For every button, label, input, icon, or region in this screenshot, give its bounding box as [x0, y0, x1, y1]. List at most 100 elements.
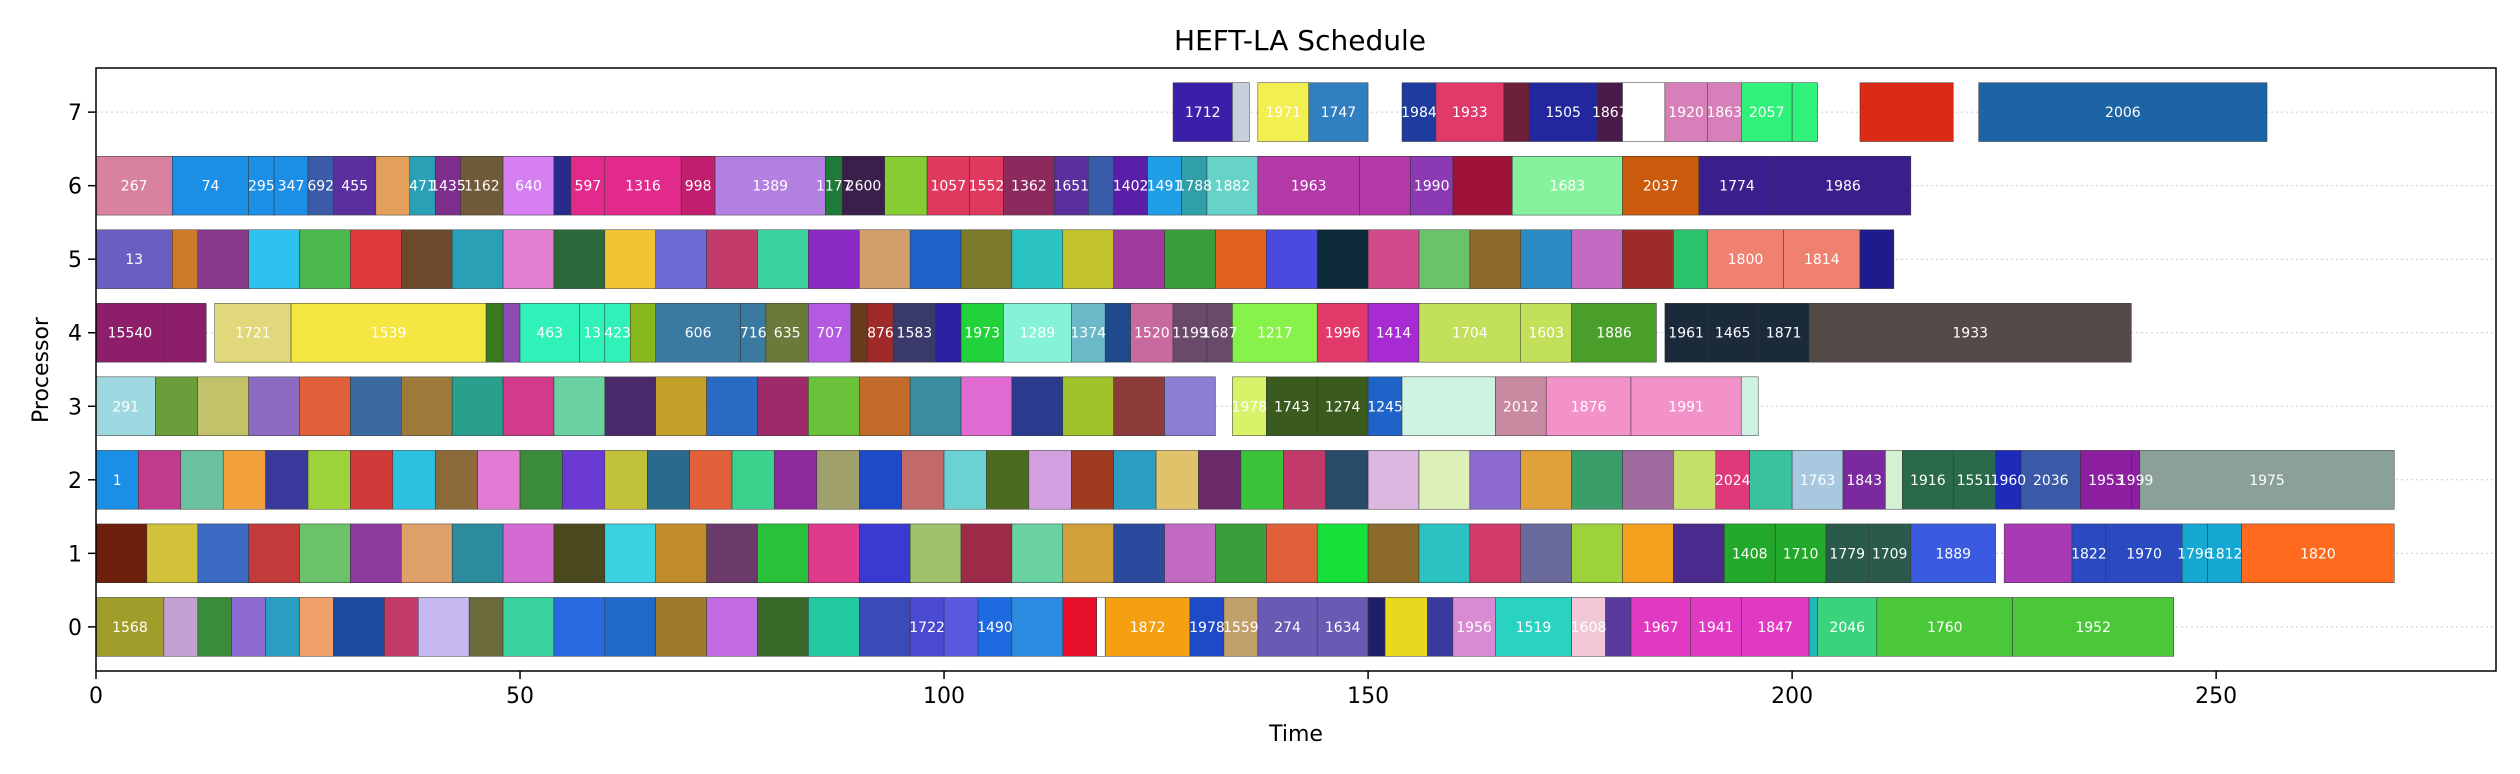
task-bar-p6-12	[570, 155, 606, 216]
task-label: 1568	[112, 620, 148, 636]
task-label: 597	[575, 179, 602, 195]
task-label: 1651	[1053, 179, 1089, 195]
task-bar-p3-20	[1113, 376, 1165, 436]
task-bar-p4-1	[163, 303, 207, 363]
task-bar-p6-9	[460, 155, 504, 216]
task-bar-p3-21	[1164, 376, 1216, 436]
task-bar-p5-34	[1859, 229, 1895, 289]
task-bar-p4-8	[604, 303, 631, 363]
task-label: 1779	[1829, 546, 1865, 562]
task-label: 1952	[2075, 620, 2111, 636]
task-bar-p6-13	[604, 155, 682, 216]
task-label: 1583	[897, 326, 933, 342]
task-bar-p4-15	[867, 303, 894, 363]
task-label: 1986	[1825, 179, 1861, 195]
task-label: 1465	[1715, 326, 1751, 342]
task-bar-p5-24	[1316, 229, 1369, 289]
task-label: 1289	[1020, 326, 1056, 342]
task-bar-p4-6	[519, 303, 580, 363]
task-label: 1763	[1800, 473, 1836, 489]
task-label: 1991	[1668, 399, 1704, 415]
task-bar-p6-35	[1774, 155, 1912, 216]
task-bar-p4-13	[808, 303, 852, 363]
task-bar-p4-31	[1664, 303, 1708, 363]
task-label: 1953	[2088, 473, 2124, 489]
task-label: 15540	[108, 326, 153, 342]
task-label: 1774	[1719, 179, 1755, 195]
task-bar-p0-3	[231, 597, 266, 657]
task-bar-p6-27	[1206, 155, 1259, 216]
task-label: 1961	[1668, 326, 1704, 342]
task-label: 707	[816, 326, 843, 342]
task-bar-p2-16	[774, 450, 818, 510]
task-bar-p4-30	[1571, 303, 1657, 363]
task-label: 1057	[930, 179, 966, 195]
task-bar-p4-19	[1003, 303, 1072, 363]
task-label: 2046	[1829, 620, 1865, 636]
task-bar-p4-7	[579, 303, 606, 363]
task-bar-p3-14	[808, 376, 860, 436]
task-label: 1722	[909, 620, 945, 636]
task-label: 1812	[2207, 546, 2243, 562]
task-bar-p4-2	[214, 303, 292, 363]
task-bar-p1-6	[401, 523, 453, 584]
task-bar-p3-1	[155, 376, 199, 436]
task-bar-p2-34	[1571, 450, 1623, 510]
task-bar-p0-7	[384, 597, 419, 657]
task-bar-p1-7	[451, 523, 504, 584]
task-label: 1847	[1757, 620, 1793, 636]
task-bar-p1-17	[960, 523, 1013, 584]
task-label: 2006	[2105, 105, 2141, 121]
task-bar-p1-30	[1622, 523, 1674, 584]
task-bar-p1-38	[2071, 523, 2107, 584]
task-label: 1971	[1265, 105, 1301, 121]
task-bar-p0-31	[1427, 597, 1454, 657]
task-bar-p2-48	[2139, 450, 2395, 510]
task-bar-p4-24	[1206, 303, 1233, 363]
task-bar-p5-31	[1673, 229, 1708, 289]
task-bar-p5-17	[960, 229, 1013, 289]
task-bar-p2-35	[1622, 450, 1674, 510]
task-label: 1984	[1401, 105, 1437, 121]
task-bar-p1-18	[1011, 523, 1064, 584]
task-bar-p0-23	[1096, 597, 1106, 657]
task-bar-p6-30	[1410, 155, 1454, 216]
task-bar-p4-18	[960, 303, 1004, 363]
task-label: 1710	[1783, 546, 1819, 562]
task-bar-p3-25	[1367, 376, 1403, 436]
task-label: 716	[740, 326, 767, 342]
task-bar-p3-8	[502, 376, 555, 436]
task-bar-p0-19	[943, 597, 979, 657]
task-bar-p1-14	[808, 523, 860, 584]
task-bar-p3-18	[1011, 376, 1064, 436]
task-bar-p0-29	[1367, 597, 1386, 657]
task-bar-p0-9	[468, 597, 504, 657]
task-bar-p0-2	[197, 597, 232, 657]
task-bar-p5-1	[172, 229, 199, 289]
task-bar-p5-13	[757, 229, 809, 289]
task-bar-p6-5	[333, 155, 377, 216]
task-bar-p3-29	[1630, 376, 1742, 436]
task-label: 1956	[1456, 620, 1492, 636]
task-bar-p4-27	[1367, 303, 1420, 363]
task-label: 1743	[1274, 399, 1310, 415]
task-bar-p3-10	[604, 376, 656, 436]
task-bar-p4-16	[892, 303, 936, 363]
task-bar-p3-22	[1232, 376, 1267, 436]
task-bar-p5-0	[95, 229, 173, 289]
task-bar-p2-22	[1028, 450, 1072, 510]
task-label: 1162	[464, 179, 500, 195]
task-label: 1709	[1872, 546, 1908, 562]
task-bar-p0-17	[859, 597, 911, 657]
task-bar-p1-24	[1316, 523, 1369, 584]
task-bar-p2-9	[477, 450, 521, 510]
task-bar-p4-22	[1130, 303, 1174, 363]
task-bar-p0-33	[1495, 597, 1572, 657]
task-bar-p3-3	[248, 376, 300, 436]
task-label: 1362	[1011, 179, 1047, 195]
task-bar-p2-38	[1749, 450, 1793, 510]
task-bar-p6-22	[1054, 155, 1089, 216]
task-bar-p1-25	[1367, 523, 1420, 584]
task-label: 1882	[1215, 179, 1251, 195]
task-bar-p0-5	[299, 597, 334, 657]
